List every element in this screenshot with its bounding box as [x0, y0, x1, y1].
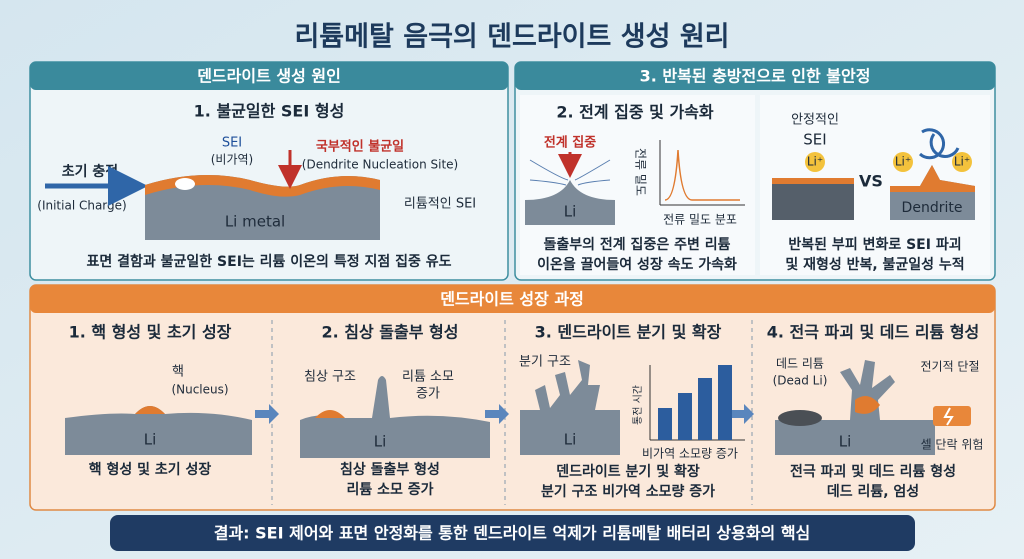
- bolt: [943, 407, 954, 426]
- field-li: Li: [564, 203, 577, 221]
- stage-caption: 데드 리튬, 엄성: [827, 484, 919, 500]
- stage-label: 증가: [416, 387, 440, 402]
- sei-caption: 표면 결함과 불균일한 SEI는 리튬 이온의 특정 지점 집중 유도: [87, 253, 452, 270]
- fracture: [855, 396, 880, 414]
- stage-title: 2. 침상 돌출부 형성: [322, 323, 459, 342]
- stage-caption: 전극 파괴 및 데드 리튬 형성: [790, 463, 956, 480]
- stage-label: 전기적 단절: [920, 360, 979, 374]
- causes-header-bar: [30, 62, 508, 90]
- ion-label-2: Li⁺: [895, 155, 911, 169]
- cycle-caption-1: 반복된 부피 변화로 SEI 파괴: [788, 236, 961, 253]
- stage-label: Li: [839, 433, 852, 451]
- focus-label: 전계 집중: [544, 135, 596, 151]
- stage1-electrode: [65, 406, 252, 455]
- sei-label: SEI: [222, 136, 242, 151]
- dendrite-electrode: [890, 165, 975, 220]
- stage-label: 비가역 소모량 증가: [642, 447, 738, 461]
- branches: [520, 360, 620, 455]
- stage-caption: 핵 형성 및 초기 성장: [89, 461, 212, 478]
- sei-title: 1. 불균일한 SEI 형성: [194, 102, 345, 121]
- stage2-electrode: [300, 376, 490, 458]
- li-metal: [145, 175, 380, 240]
- right-label: 리튬적인 SEI: [404, 197, 476, 212]
- stable-label-1: 안정적인: [791, 113, 839, 128]
- stage-label: (Nucleus): [171, 383, 228, 397]
- ion: [952, 152, 972, 172]
- ion: [893, 152, 913, 172]
- stable-label-2: SEI: [803, 131, 826, 149]
- field-lines: [529, 159, 611, 186]
- stable-electrode: [772, 180, 854, 220]
- decor-bar: [698, 378, 712, 440]
- sei-note: (비가역): [211, 153, 253, 167]
- stage-label: 리튬 소모: [402, 370, 454, 385]
- local-label: 국부적인 불균일: [316, 139, 404, 155]
- ion-label-3: Li⁺: [954, 155, 970, 169]
- stage-caption: 침상 돌출부 형성: [340, 461, 440, 478]
- vs-label: VS: [859, 172, 883, 191]
- stable-sei: [772, 178, 854, 184]
- instability-header: 3. 반복된 충방전으로 인한 불안정: [640, 67, 871, 86]
- field-x-label: 전류 밀도 분포: [663, 213, 737, 227]
- stage-caption: 덴드라이트 분기 및 확장: [556, 463, 700, 480]
- stage-label: Li: [564, 431, 577, 449]
- growth-header: 덴드라이트 성장 과정: [440, 290, 584, 309]
- cycle-caption-2: 및 재형성 반복, 불균일성 누적: [785, 256, 964, 273]
- decor-bar: [678, 393, 692, 440]
- stage-label: 데드 리튬: [776, 357, 824, 371]
- dead-li: [778, 410, 822, 426]
- nucleus: [135, 406, 165, 414]
- field-caption-1: 돌출부의 전계 집중은 주변 리튬: [544, 236, 731, 253]
- growth-header-bar: [30, 285, 995, 313]
- ion-label-1: Li⁺: [807, 155, 823, 169]
- metal-label: Li metal: [225, 213, 285, 231]
- stage-label: Li: [374, 433, 387, 451]
- charge-label: 초기 충전: [62, 163, 118, 180]
- stage-title: 3. 덴드라이트 분기 및 확장: [535, 323, 722, 342]
- title: 리튬메탈 음극의 덴드라이트 생성 원리: [294, 22, 729, 53]
- dendrite-sei: [890, 165, 975, 192]
- field-title: 2. 전계 집중 및 가속화: [556, 103, 714, 122]
- stage-caption: 리튬 소모 증가: [346, 482, 433, 498]
- footer-text: 결과: SEI 제어와 표면 안정화를 통한 덴드라이트 억제가 리튬메탈 배터…: [214, 524, 811, 543]
- causes-header: 덴드라이트 생성 원인: [197, 67, 341, 86]
- ion: [805, 152, 825, 172]
- stage-label: (Dead Li): [773, 374, 828, 388]
- field-y-label: 전류 밀도: [634, 148, 648, 196]
- stage-arrows: [255, 404, 754, 424]
- footer-bar: [110, 515, 915, 551]
- needle-base: [315, 410, 345, 418]
- decor-bar: [718, 365, 732, 440]
- field-tip: [525, 180, 615, 225]
- dendrite-label: Dendrite: [902, 200, 963, 216]
- stage-label: 침상 구조: [304, 370, 356, 385]
- decor-bar: [658, 408, 672, 440]
- stage-label: 분기 구조: [519, 355, 571, 370]
- stage-caption: 분기 구조 비가역 소모량 증가: [541, 483, 715, 500]
- cycle-icon: [918, 128, 960, 160]
- stage-label: Li: [144, 431, 157, 449]
- charge-note: (Initial Charge): [37, 199, 126, 213]
- density-curve: [664, 149, 740, 201]
- sei-layer: [145, 175, 380, 197]
- stage-label: 셀 단락 위험: [921, 438, 984, 452]
- local-note: (Dendrite Nucleation Site): [302, 158, 458, 172]
- field-caption-2: 이온을 끌어들여 성장 속도 가속화: [537, 256, 737, 273]
- stage-title: 1. 핵 형성 및 초기 성장: [69, 323, 232, 342]
- field-panel: [520, 95, 755, 275]
- stage-title: 4. 전극 파괴 및 데드 리튬 형성: [767, 323, 980, 342]
- stage-label: 통전 시간: [632, 385, 644, 425]
- instability-header-bar: [515, 62, 995, 90]
- stage-label: 핵: [172, 365, 184, 380]
- defect: [175, 178, 195, 190]
